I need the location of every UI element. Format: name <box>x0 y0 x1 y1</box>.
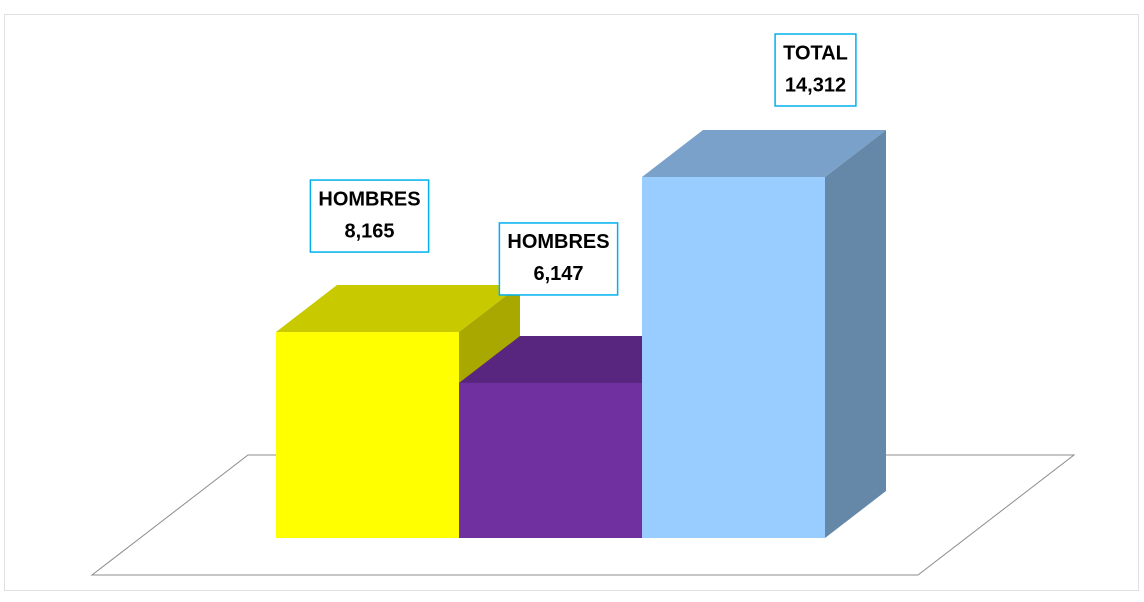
bar-side <box>825 130 886 538</box>
bar <box>276 332 459 538</box>
data-label-box <box>774 33 857 107</box>
category-label: HOMBRES <box>507 231 609 253</box>
data-label: HOMBRES 6,147 <box>498 222 619 296</box>
data-label: TOTAL 14,312 <box>774 33 857 107</box>
data-label: HOMBRES 8,165 <box>309 179 430 253</box>
bar <box>459 382 642 538</box>
category-label: HOMBRES <box>318 188 420 210</box>
category-label: TOTAL <box>783 42 848 64</box>
bar <box>642 177 825 538</box>
bar-top <box>276 285 520 333</box>
value-label: 8,165 <box>344 220 394 242</box>
bar-top <box>642 130 886 177</box>
value-label: 14,312 <box>785 74 846 96</box>
value-label: 6,147 <box>533 263 583 285</box>
data-label-box <box>498 222 619 296</box>
data-label-box <box>309 179 430 253</box>
